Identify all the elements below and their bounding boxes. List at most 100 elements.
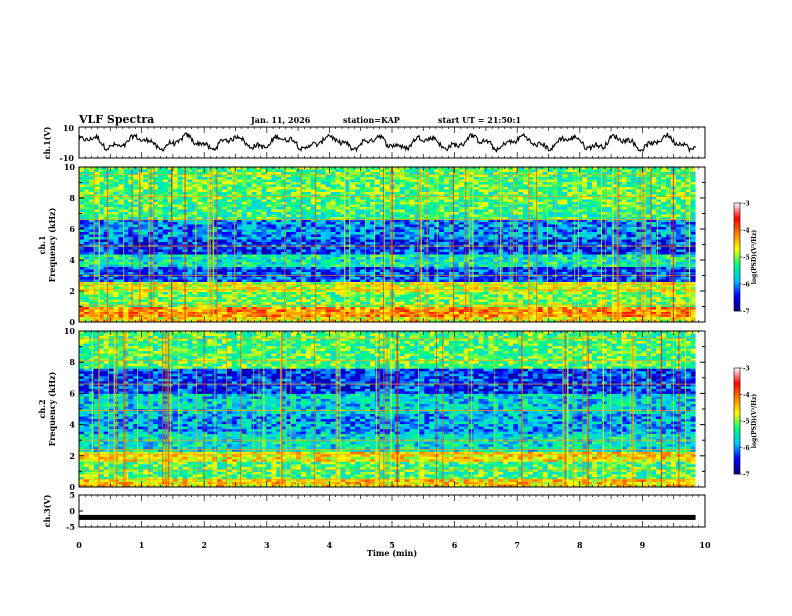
ch1-spec-cell xyxy=(350,174,356,178)
ch1-spec-cell xyxy=(453,184,460,188)
ch1-spec-cell xyxy=(562,237,568,240)
ch1-spec-cell xyxy=(128,192,134,195)
ch1-spec-cell xyxy=(636,202,642,205)
ch1-spec-cell xyxy=(473,172,479,175)
ch1-spec-cell xyxy=(596,197,603,200)
ch1-spec-cell xyxy=(296,217,302,220)
ch1-spec-cell xyxy=(281,227,287,230)
ch1-spec-cell xyxy=(661,252,667,255)
ch1-spec-cell xyxy=(192,252,198,255)
ch1-spec-cell xyxy=(685,197,692,200)
ch1-spec-cell xyxy=(236,229,243,233)
ch1-spec-cell xyxy=(562,252,568,255)
ch1-spec-cell xyxy=(631,194,637,198)
ch1-spec-cell xyxy=(286,214,292,218)
ch1-spec-cell xyxy=(266,184,272,188)
ch1-spec-cell xyxy=(656,199,662,203)
ch1-spec-cell xyxy=(108,257,114,260)
ch1-spec-cell xyxy=(320,259,327,263)
ch1-spec-cell xyxy=(379,199,386,203)
ch1-spec-cell xyxy=(483,209,489,213)
ch1-spec-cell xyxy=(685,252,692,255)
ch1-spec-cell xyxy=(360,204,366,208)
ch1-spec-cell xyxy=(636,237,642,240)
ch1-spec-cell xyxy=(118,204,124,208)
ch1-spec-cell xyxy=(172,252,179,255)
ch1-spec-cell xyxy=(675,217,682,220)
ch1-spec-cell xyxy=(626,229,632,233)
ch1-spec-cell xyxy=(187,254,193,258)
ch1-spec-cell xyxy=(488,172,494,175)
ch1-spec-cell xyxy=(271,252,277,255)
ch1-spec-cell xyxy=(320,182,327,185)
ch1-spec-cell xyxy=(345,182,351,185)
ch1-spec-cell xyxy=(222,222,228,225)
ch1-spec-cell xyxy=(118,259,124,263)
ch1-spec-cell xyxy=(246,169,253,173)
ch1-spec-cell xyxy=(152,222,159,225)
ch1-spec-cell xyxy=(611,259,618,263)
ch1-spec-cell xyxy=(675,177,682,180)
ch1-spec-cell xyxy=(300,202,307,205)
ch1-spec-cell xyxy=(192,174,198,178)
ch1-spec-cell xyxy=(513,227,519,230)
ch1-spec-cell xyxy=(355,187,361,190)
ch1-spec-cell xyxy=(192,222,198,225)
ch1-spec-cell xyxy=(399,249,405,253)
ch1-spec-cell xyxy=(547,184,553,188)
ch1-spec-cell xyxy=(370,192,376,195)
ch1-spec-cell xyxy=(79,209,85,213)
ch1-spec-cell xyxy=(680,167,687,170)
ch1-spec-cell xyxy=(419,207,425,210)
ch1-spec-cell xyxy=(404,184,410,188)
ch1-spec-cell xyxy=(157,259,164,263)
ch1-spec-cell xyxy=(439,232,445,235)
ch1-spec-cell xyxy=(547,207,553,210)
ch1-spec-cell xyxy=(621,202,627,205)
ch1-spec-cell xyxy=(503,237,509,240)
ch1-spec-cell xyxy=(488,169,494,173)
ch1-spec-cell xyxy=(488,179,494,183)
ch1-spec-cell xyxy=(345,187,351,190)
ch1-spec-cell xyxy=(483,262,489,265)
ch1-spec-cell xyxy=(167,222,174,225)
ch1-spec-cell xyxy=(488,254,494,258)
ch1-spec-cell xyxy=(641,169,647,173)
ch1-spec-cell xyxy=(251,224,257,228)
ch1-spec-cell xyxy=(266,192,272,195)
ch1-spec-cell xyxy=(335,242,341,245)
ch1-spec-cell xyxy=(246,184,253,188)
ch1-spec-cell xyxy=(414,242,420,245)
ch1-spec-cell xyxy=(202,169,208,173)
ch1-spec-cell xyxy=(340,184,346,188)
ch1-spec-cell xyxy=(582,169,588,173)
ch1-spec-cell xyxy=(162,262,169,265)
ch1-spec-cell xyxy=(256,199,262,203)
ch1-spec-cell xyxy=(453,204,460,208)
ch1-spec-cell xyxy=(641,222,647,225)
ch1-spec-cell xyxy=(251,187,257,190)
ch1-spec-cell xyxy=(241,252,248,255)
ch1-spec-cell xyxy=(537,264,544,268)
ch1-spec-cell xyxy=(226,202,233,205)
ch1-spec-cell xyxy=(444,264,450,268)
ch1-spec-cell xyxy=(143,217,149,220)
ch1-spec-cell xyxy=(374,174,381,178)
ch1-spec-cell xyxy=(266,224,272,228)
ch1-spec-cell xyxy=(399,199,405,203)
ch1-spec-cell xyxy=(587,247,593,250)
ch1-spec-cell xyxy=(152,174,159,178)
ch1-spec-cell xyxy=(374,217,381,220)
ch1-spec-cell xyxy=(246,207,253,210)
ch1-spec-cell xyxy=(167,249,174,253)
ch1-spec-cell xyxy=(291,209,297,213)
ch1-spec-cell xyxy=(133,247,139,250)
ch1-spec-cell xyxy=(458,184,465,188)
ch1-spec-cell xyxy=(552,194,558,198)
ch1-spec-cell xyxy=(286,187,292,190)
ch1-spec-cell xyxy=(108,242,114,245)
ch1-spec-cell xyxy=(567,227,573,230)
ch1-spec-cell xyxy=(626,247,632,250)
ch1-spec-cell xyxy=(276,199,282,203)
ch1-spec-cell xyxy=(414,212,420,215)
